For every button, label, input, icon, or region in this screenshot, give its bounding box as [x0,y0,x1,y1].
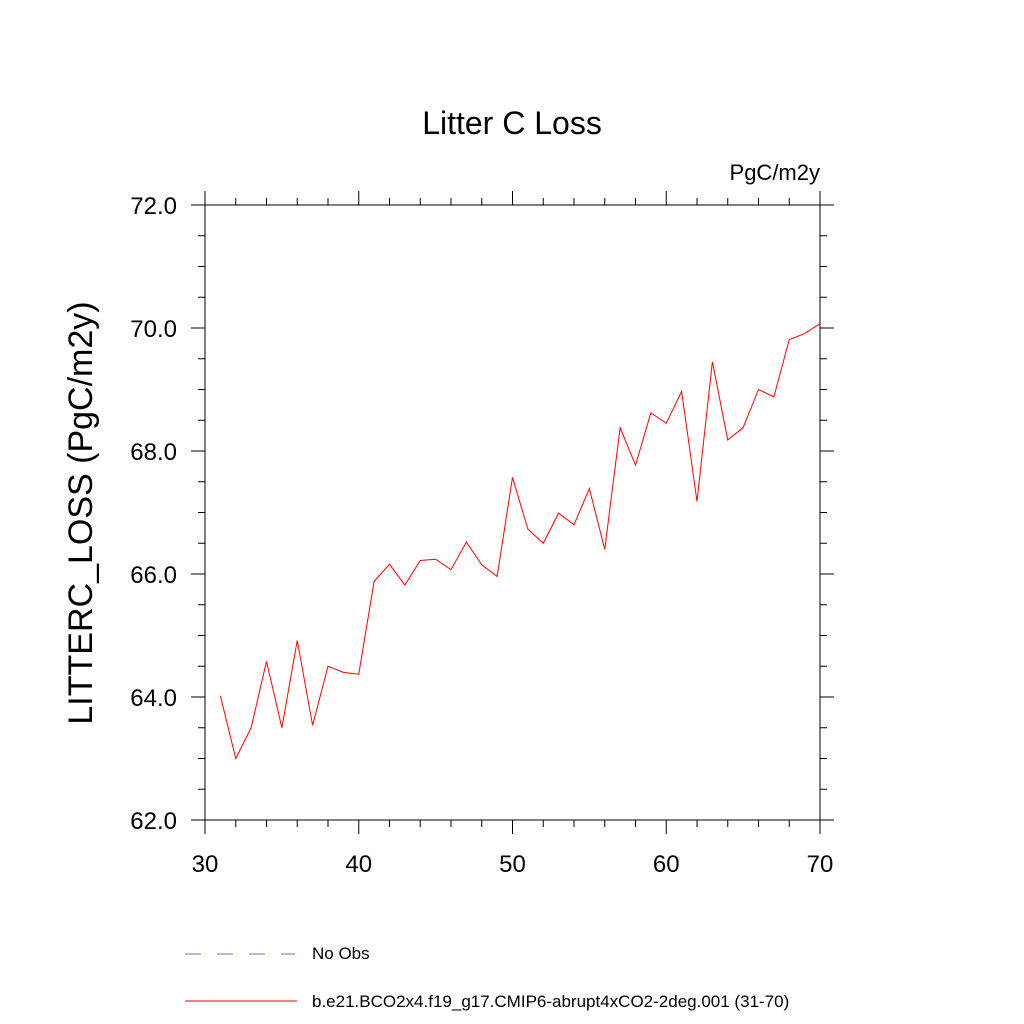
y-tick-label: 68.0 [130,439,177,466]
chart-title: Litter C Loss [422,105,602,141]
x-tick-label: 30 [192,851,219,878]
x-tick-label: 70 [807,851,834,878]
y-tick-label: 62.0 [130,808,177,835]
x-tick-label: 50 [499,851,526,878]
y-tick-label: 70.0 [130,316,177,343]
y-tick-label: 66.0 [130,562,177,589]
x-tick-labels: 30 40 50 60 70 [192,851,834,878]
y-axis-label: LITTERC_LOSS (PgC/m2y) [62,301,100,724]
data-series [219,323,821,760]
plot-frame [204,204,821,821]
x-tick-label: 40 [345,851,372,878]
legend: No Obs b.e21.BCO2x4.f19_g17.CMIP6-abrupt… [185,944,789,1011]
series-line [219,323,821,760]
y-tick-label: 72.0 [130,193,177,220]
units-label: PgC/m2y [730,160,820,185]
y-tick-labels: 62.0 64.0 66.0 68.0 70.0 72.0 [130,193,177,835]
x-tick-label: 60 [653,851,680,878]
axis-ticks [191,191,834,834]
legend-label-no-obs: No Obs [312,944,370,963]
legend-label-model-run: b.e21.BCO2x4.f19_g17.CMIP6-abrupt4xCO2-2… [312,992,789,1011]
y-tick-label: 64.0 [130,685,177,712]
